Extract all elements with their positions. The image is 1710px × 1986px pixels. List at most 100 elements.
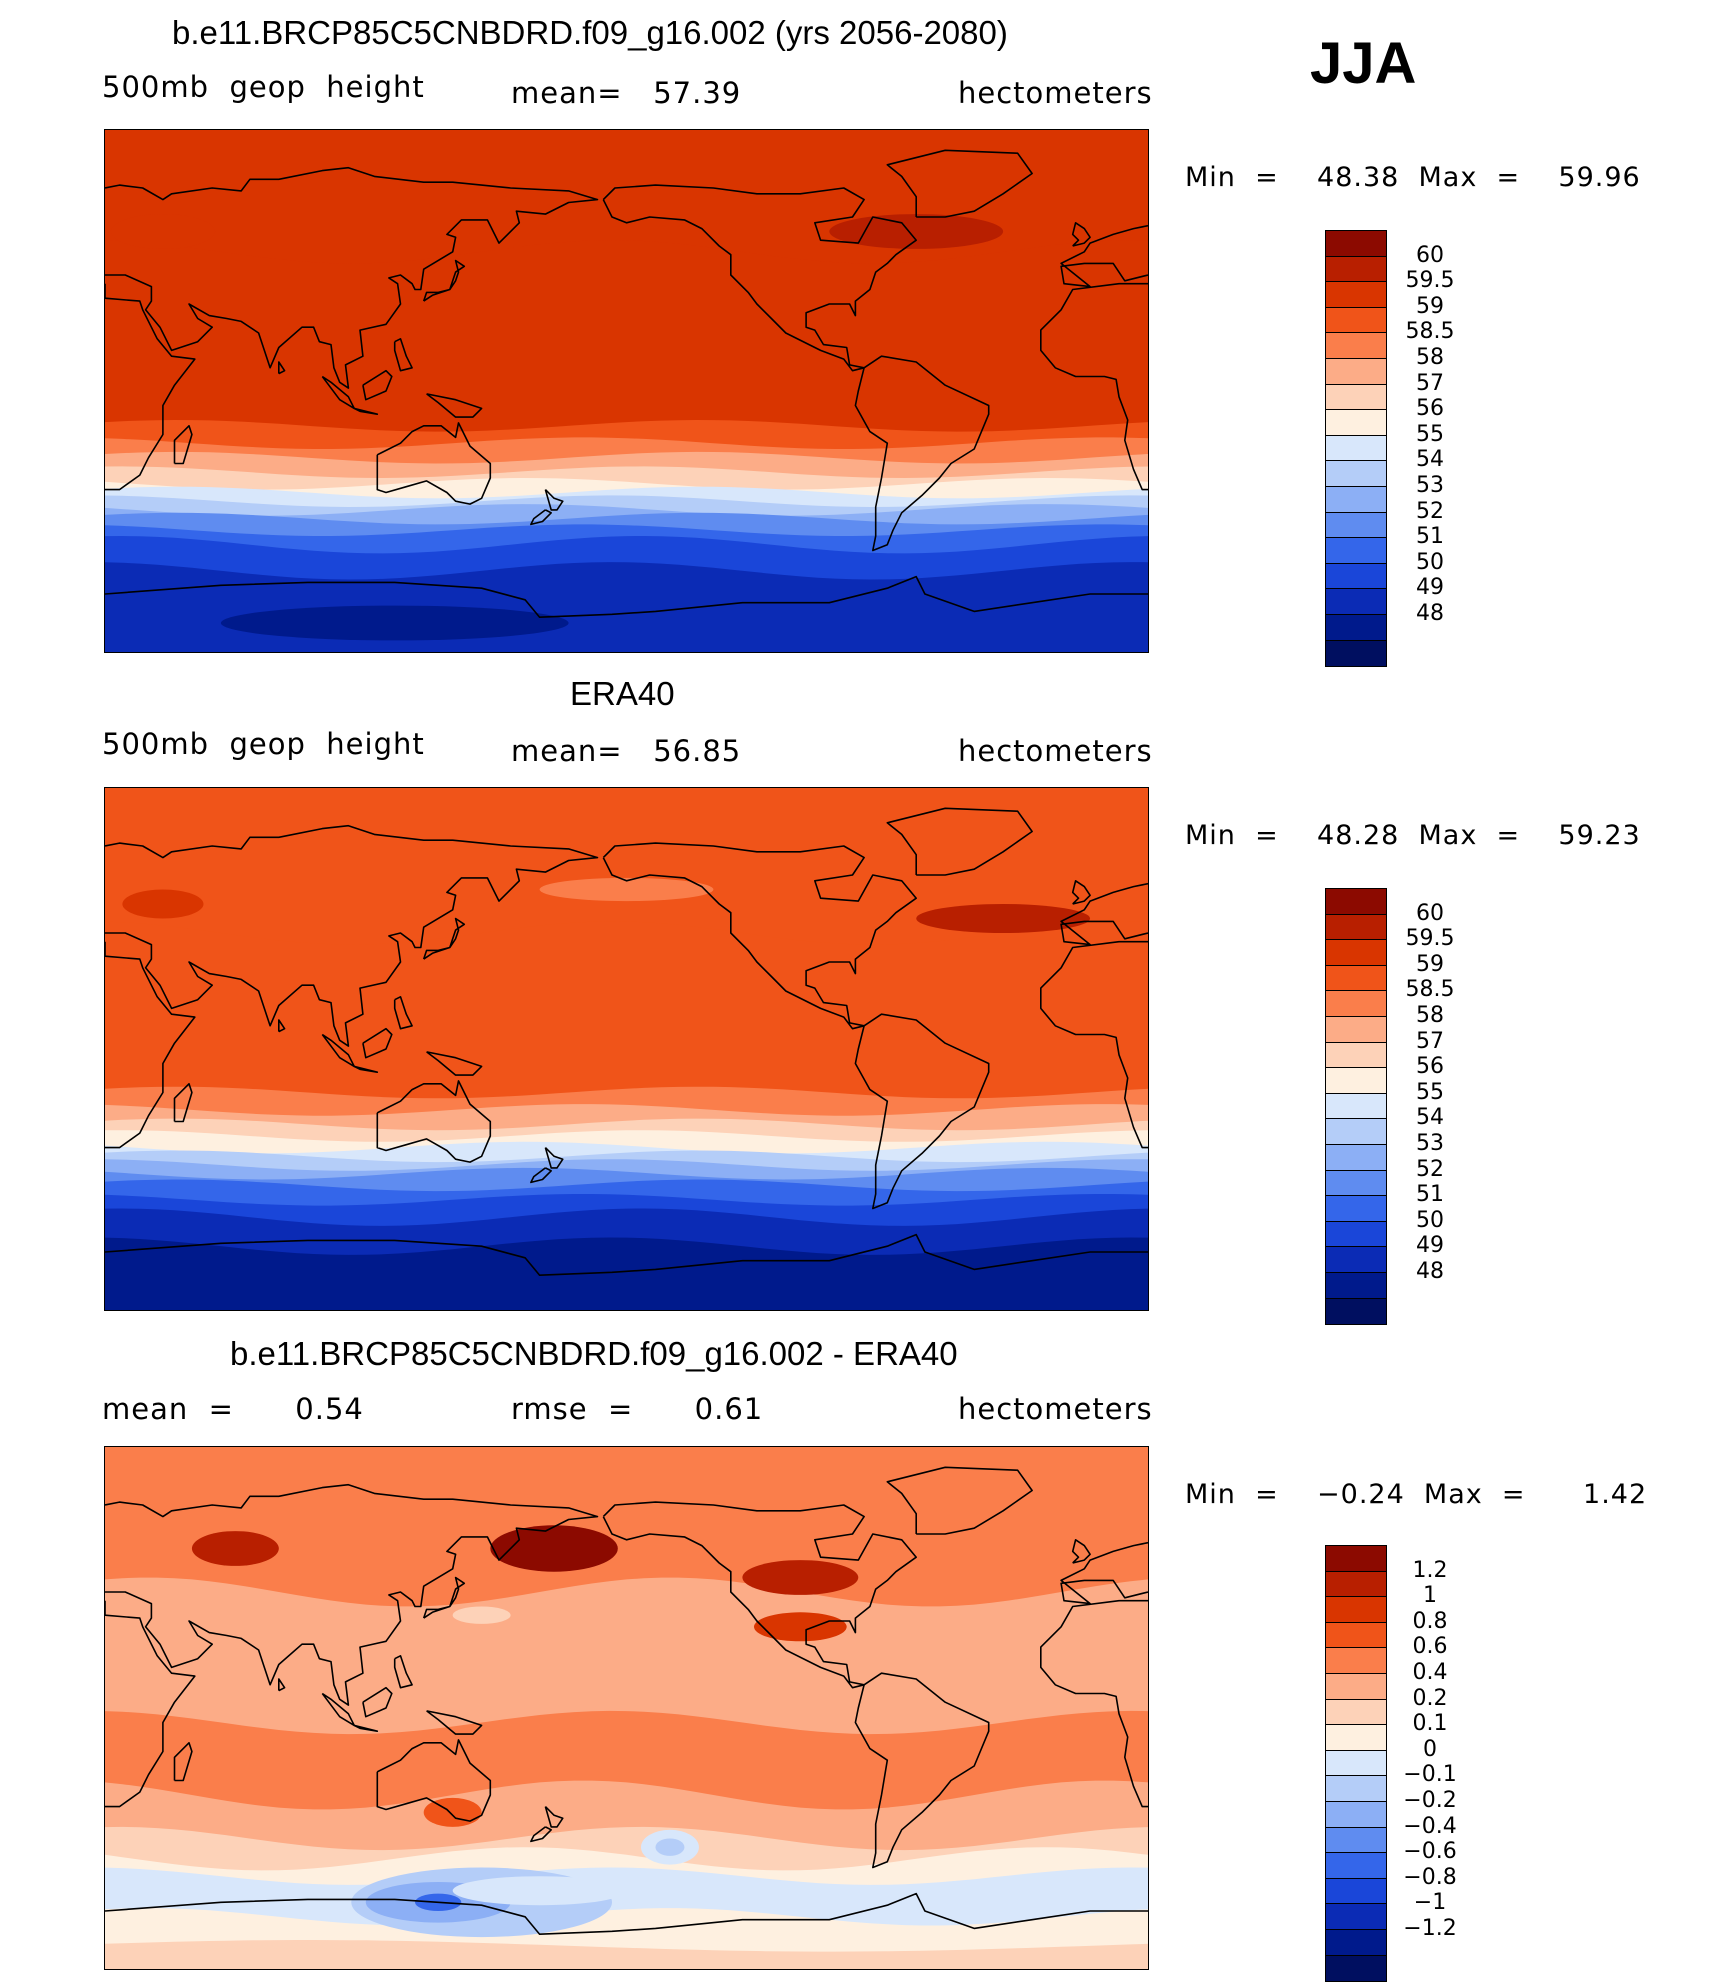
colorbar-tick-label: 55 xyxy=(1416,421,1444,447)
colorbar-swatch xyxy=(1326,512,1386,539)
colorbar-tick-label: 49 xyxy=(1416,575,1444,601)
colorbar-tick-label: 56 xyxy=(1416,396,1444,422)
contour-cell xyxy=(655,1838,685,1856)
coastline xyxy=(105,1233,1148,1276)
panel2-variable-label: 500mb geop height xyxy=(102,727,425,761)
coastline xyxy=(1040,940,1148,1149)
map-canvas xyxy=(105,130,1148,652)
coastline xyxy=(362,1027,393,1059)
colorbar-swatch xyxy=(1326,940,1386,966)
coastline xyxy=(1071,222,1091,247)
contour-cell xyxy=(110,214,216,249)
colorbar-swatch xyxy=(1326,991,1386,1017)
colorbar-tick-label: 58 xyxy=(1416,345,1444,370)
colorbar-swatch xyxy=(1326,333,1386,359)
panel1-map xyxy=(104,129,1149,653)
colorbar-tick-label: −0.1 xyxy=(1403,1762,1457,1788)
coastline xyxy=(544,1806,564,1828)
colorbar-swatch xyxy=(1326,307,1386,334)
colorbar-swatch xyxy=(1326,1093,1386,1120)
coastline xyxy=(530,1826,552,1843)
coastline xyxy=(886,807,1033,876)
coastline xyxy=(854,1672,990,1869)
colorbar-swatch xyxy=(1326,1597,1386,1623)
colorbar-swatch xyxy=(1326,410,1386,436)
colorbar-tick-label: −0.8 xyxy=(1403,1864,1457,1890)
colorbar-tick-label: 48 xyxy=(1416,601,1444,626)
colorbar-swatch xyxy=(1326,1776,1386,1802)
colorbar-tick-label: 50 xyxy=(1416,549,1444,575)
colorbar-swatch xyxy=(1326,1546,1386,1572)
panel3-title: b.e11.BRCP85C5CNBDRD.f09_g16.002 - ERA40 xyxy=(230,1335,958,1372)
coastline xyxy=(105,1892,1148,1935)
colorbar-swatch xyxy=(1326,256,1386,283)
colorbar-swatch xyxy=(1326,1144,1386,1171)
colorbar-tick-label: 0.8 xyxy=(1412,1608,1448,1634)
colorbar-swatch xyxy=(1326,435,1386,462)
contour-cell xyxy=(452,1876,627,1906)
contour-cell xyxy=(423,1797,482,1827)
colorbar-swatch xyxy=(1326,1673,1386,1700)
coastline xyxy=(278,1678,286,1692)
coastline xyxy=(173,425,193,465)
colorbar-swatch xyxy=(1326,1878,1386,1905)
coastline xyxy=(1060,882,1148,946)
panel2-min-max: Min = 48.28 Max = 59.23 xyxy=(1185,820,1641,851)
coastline xyxy=(544,1147,564,1169)
coastline xyxy=(376,1739,492,1822)
colorbar-tick-label: 1 xyxy=(1423,1583,1437,1609)
panel3-min-max: Min = −0.24 Max = 1.42 xyxy=(1185,1479,1648,1510)
colorbar-tick-label: 50 xyxy=(1416,1207,1444,1233)
coastline xyxy=(422,259,466,302)
colorbar-swatch xyxy=(1326,1247,1386,1273)
colorbar-tick-label: 0.6 xyxy=(1412,1634,1448,1660)
map-canvas xyxy=(105,788,1148,1310)
coastline xyxy=(321,375,355,410)
colorbar-swatch xyxy=(1326,1196,1386,1222)
panel1-variable-label: 500mb geop height xyxy=(102,70,425,104)
coastline xyxy=(422,917,466,960)
panel2-map xyxy=(104,787,1149,1311)
coastline xyxy=(426,1710,483,1735)
colorbar-tick-label: 59 xyxy=(1416,293,1444,319)
colorbar-swatch xyxy=(1326,1929,1386,1956)
coastline xyxy=(602,1501,917,1689)
coastline xyxy=(602,842,917,1030)
contour-band xyxy=(105,1237,1148,1310)
coastline xyxy=(321,1033,355,1068)
colorbar-tick-label: 51 xyxy=(1416,1182,1444,1208)
colorbar-swatch xyxy=(1326,1801,1386,1828)
panel1-units-label: hectometers xyxy=(958,76,1153,110)
coastline xyxy=(353,1065,379,1073)
colorbar-swatch xyxy=(1326,614,1386,641)
colorbar-tick-label: −0.6 xyxy=(1403,1839,1457,1865)
coastline xyxy=(422,1576,466,1619)
contour-cell xyxy=(490,1525,618,1572)
colorbar-tick-label: 56 xyxy=(1416,1054,1444,1080)
contour-cell xyxy=(829,214,1004,249)
coastline xyxy=(1060,1541,1148,1605)
coastline xyxy=(278,1019,286,1033)
colorbar-swatch xyxy=(1326,461,1386,487)
coastline xyxy=(353,1724,379,1732)
colorbar-swatch xyxy=(1326,1904,1386,1930)
colorbar-swatch xyxy=(1326,1725,1386,1751)
coastline xyxy=(376,422,492,505)
colorbar-swatch xyxy=(1326,1622,1386,1649)
contour-cell xyxy=(220,605,569,641)
colorbar-tick-label: 59.5 xyxy=(1405,926,1455,952)
contour-cell xyxy=(191,1531,279,1566)
coastline xyxy=(530,1167,552,1184)
colorbar-swatch xyxy=(1326,1221,1386,1248)
colorbar-tick-label: 1.2 xyxy=(1412,1557,1448,1583)
coastline xyxy=(886,149,1033,218)
contour-band xyxy=(105,1447,1148,1607)
colorbar-tick-label: 49 xyxy=(1416,1233,1444,1259)
season-label: JJA xyxy=(1310,31,1417,96)
coastline xyxy=(105,282,196,491)
colorbar-swatch xyxy=(1326,563,1386,590)
contour-cell xyxy=(122,889,204,919)
coastline xyxy=(105,166,599,389)
colorbar-tick-label: 59 xyxy=(1416,951,1444,977)
colorbar-tick-label: 60 xyxy=(1416,900,1444,926)
